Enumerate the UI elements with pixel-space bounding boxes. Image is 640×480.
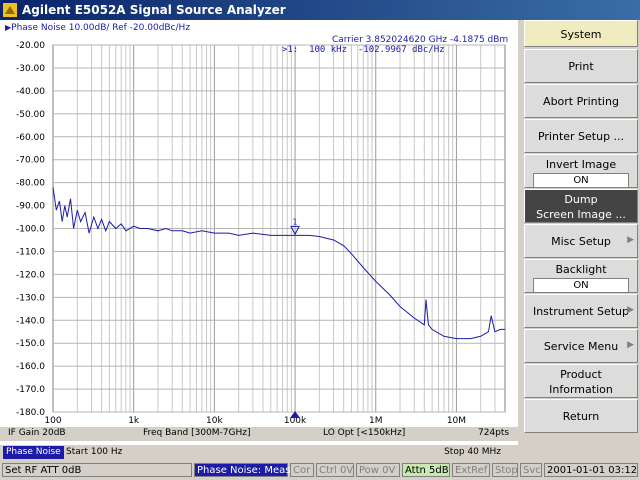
ctrl-status: Ctrl 0V [316,463,354,477]
x-tick-label: 10M [447,416,466,426]
attn-status: Attn 5dB [402,463,450,477]
sweep-bar: Phase Noise Start 100 Hz Stop 40 MHz [0,445,518,460]
mode-status: Phase Noise: Meas [194,463,290,477]
sweep-start: Start 100 Hz [66,447,123,457]
x-tick-label: 1M [369,416,383,426]
invert-image-value: ON [533,173,629,188]
y-tick-label: -60.00 [16,133,45,143]
softkey-misc-setup-label: Misc Setup [551,235,611,248]
softkey-return-label: Return [562,410,600,423]
extref-status: ExtRef [452,463,490,477]
softkey-invert-image[interactable]: Invert Image ON [524,154,638,188]
y-tick-label: -130.0 [16,293,45,303]
submenu-arrow-icon: ▶ [627,340,634,350]
rf-att-status: Set RF ATT 0dB [2,463,192,477]
softkey-abort-printing-label: Abort Printing [543,95,619,108]
y-tick-label: -30.00 [16,64,45,74]
lo-opt-label: LO Opt [<150kHz] [323,428,406,438]
title-bar: Agilent E5052A Signal Source Analyzer [0,0,640,20]
y-tick-label: -50.00 [16,110,45,120]
y-tick-label: -90.00 [16,202,45,212]
instrument-status-bar: Set RF ATT 0dB Phase Noise: Meas Cor Ctr… [0,461,640,480]
softkey-product-info-label-2: Information [549,383,613,396]
submenu-arrow-icon: ▶ [627,235,634,245]
softkey-dump-screen-image[interactable]: Dump Screen Image ... [524,189,638,223]
softkey-system[interactable]: System [524,20,638,47]
softkey-backlight-label: Backlight [555,263,607,276]
softkey-system-label: System [560,28,602,41]
x-tick-label: 1k [128,416,140,426]
softkey-printer-setup-label: Printer Setup ... [537,130,625,143]
points-label: 724pts [478,428,510,438]
y-tick-label: -170.0 [16,385,45,395]
y-tick-label: -70.00 [16,156,45,166]
softkey-print-label: Print [568,60,594,73]
if-gain-label: IF Gain 20dB [8,428,66,438]
freq-band-label: Freq Band [300M-7GHz] [143,428,251,438]
marker-triangle [290,225,300,236]
softkey-abort-printing[interactable]: Abort Printing [524,84,638,118]
channel-tab[interactable]: Phase Noise [3,446,64,459]
stop-status: Stop [492,463,518,477]
measurement-settings-strip: IF Gain 20dB Freq Band [300M-7GHz] LO Op… [0,427,518,441]
x-tick-label: 10k [206,416,223,426]
softkey-service-menu[interactable]: Service Menu ▶ [524,329,638,363]
y-tick-label: -160.0 [16,362,45,372]
app-icon [3,3,17,17]
sweep-stop: Stop 40 MHz [444,447,501,457]
softkey-backlight[interactable]: Backlight ON [524,259,638,293]
y-tick-label: -100.0 [16,225,45,235]
y-tick-label: -80.00 [16,179,45,189]
marker-readout: >1: 100 kHz -102.9967 dBc/Hz [282,45,445,55]
softkey-dump-label-1: Dump [564,193,598,206]
pow-status: Pow 0V [356,463,400,477]
y-tick-label: -40.00 [16,87,45,97]
softkey-product-info-label-1: Product [560,368,602,381]
softkey-invert-image-label: Invert Image [545,158,617,171]
x-tick-label: 100k [284,416,307,426]
marker-position-indicator [290,411,301,418]
x-tick-label: 100 [44,416,61,426]
softkey-product-information[interactable]: Product Information [524,364,638,398]
trace-info[interactable]: ▶Phase Noise 10.00dB/ Ref -20.00dBc/Hz [5,23,190,33]
window-title: Agilent E5052A Signal Source Analyzer [22,3,286,17]
y-tick-label: -120.0 [16,270,45,280]
softkey-printer-setup[interactable]: Printer Setup ... [524,119,638,153]
softkey-print[interactable]: Print [524,49,638,83]
softkey-misc-setup[interactable]: Misc Setup ▶ [524,224,638,258]
softkey-instrument-setup-label: Instrument Setup [532,305,630,318]
datetime-status: 2001-01-01 03:12 [544,463,638,477]
submenu-arrow-icon: ▶ [627,305,634,315]
trace-scale-label: Phase Noise 10.00dB/ Ref -20.00dBc/Hz [11,23,191,33]
phase-noise-trace [52,187,505,340]
marker-label: 1 [293,217,298,226]
y-tick-label: -140.0 [16,316,45,326]
softkey-service-menu-label: Service Menu [543,340,619,353]
plot-canvas: -20.00 -30.00 -40.00 -50.00 -60.00 -70.00 -80.… [16,41,506,426]
softkey-instrument-setup[interactable]: Instrument Setup ▶ [524,294,638,328]
y-tick-label: -110.0 [16,247,45,257]
softkey-panel: System Print Abort Printing Printer Setu… [522,20,640,461]
phase-noise-plot[interactable]: -20.00 -30.00 -40.00 -50.00 -60.00 -70.00 -80.… [0,20,518,445]
y-tick-label: -180.0 [16,408,45,418]
y-tick-label: -150.0 [16,339,45,349]
backlight-value: ON [533,278,629,293]
softkey-return[interactable]: Return [524,399,638,433]
softkey-dump-label-2: Screen Image ... [536,208,626,221]
carrier-readout: Carrier 3.852024620 GHz -4.1875 dBm [332,35,509,45]
y-tick-label: -20.00 [16,41,45,51]
trace-active-icon: ▶ [5,23,12,32]
svc-status: Svc [520,463,542,477]
cor-status: Cor [290,463,314,477]
